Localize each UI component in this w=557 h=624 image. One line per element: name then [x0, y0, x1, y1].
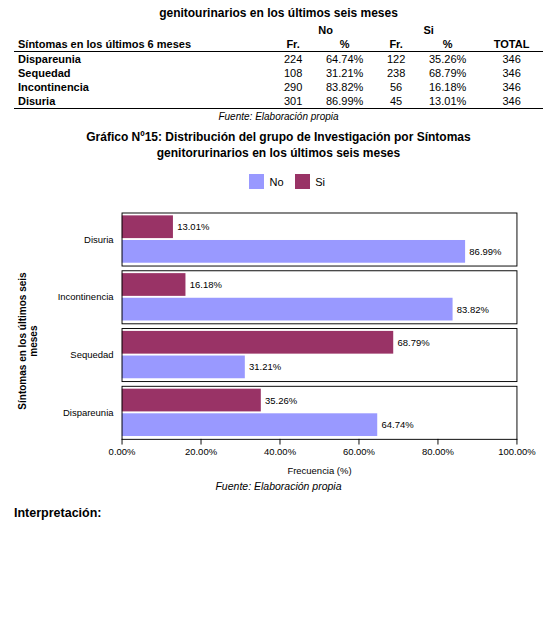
html-text:238: 238	[386, 67, 406, 79]
html-text:108: 108	[283, 67, 303, 79]
html-text:224: 224	[283, 53, 303, 65]
svg-text:0.00%: 0.00%	[109, 445, 136, 456]
html-text:16.18%: 16.18%	[429, 81, 467, 93]
html-text:Sequedad: Sequedad	[18, 67, 71, 79]
svg-text:Dispareunia: Dispareunia	[63, 407, 114, 418]
html-text:Fuente: Elaboración propia: Fuente: Elaboración propia	[215, 480, 342, 493]
svg-text:64.74%: 64.74%	[381, 419, 414, 430]
html-text:86.99%: 86.99%	[326, 95, 364, 107]
svg-text:Incontinencia: Incontinencia	[58, 291, 115, 302]
svg-text:16.18%: 16.18%	[190, 279, 223, 290]
html-text:64.74%: 64.74%	[326, 53, 364, 65]
html-text:TOTAL: TOTAL	[493, 38, 530, 50]
svg-text:83.82%: 83.82%	[457, 303, 490, 314]
svg-text:20.00%: 20.00%	[185, 445, 218, 456]
html-text:Dispareunia: Dispareunia	[18, 53, 81, 65]
svg-text:80.00%: 80.00%	[422, 445, 455, 456]
svg-text:Frecuencia (%): Frecuencia (%)	[287, 465, 351, 476]
html-text:301: 301	[283, 95, 303, 107]
html-text:346: 346	[502, 81, 521, 93]
html-text:Incontinencia: Incontinencia	[18, 81, 89, 93]
html-text:Gráfico Nº15: Distribución del: Gráfico Nº15: Distribución del grupo de …	[86, 130, 471, 144]
svg-text:35.26%: 35.26%	[265, 394, 298, 405]
html-text:genitourinarios en los últimos: genitourinarios en los últimos seis mese…	[159, 6, 398, 20]
html-text:No: No	[318, 24, 333, 36]
html-text:Si: Si	[315, 175, 325, 188]
svg-text:100.00%: 100.00%	[498, 445, 536, 456]
svg-text:40.00%: 40.00%	[264, 445, 297, 456]
svg-text:31.21%: 31.21%	[249, 361, 282, 372]
html-text:13.01%: 13.01%	[429, 95, 467, 107]
html-text:83.82%: 83.82%	[326, 81, 364, 93]
svg-text:68.79%: 68.79%	[397, 336, 430, 347]
svg-text:13.01%: 13.01%	[177, 221, 210, 232]
html-text:Síntomas en los últimos seis m: Síntomas en los últimos seis meses	[17, 272, 39, 410]
html-text:346: 346	[502, 67, 521, 79]
html-text:346: 346	[502, 53, 521, 65]
html-text:290: 290	[283, 81, 303, 93]
html-text:Si: Si	[423, 24, 434, 36]
svg-text:Sequedad: Sequedad	[70, 349, 113, 360]
html-text:346: 346	[502, 95, 521, 107]
html-text:No: No	[269, 175, 284, 188]
svg-text:60.00%: 60.00%	[343, 445, 376, 456]
html-text:35.26%: 35.26%	[429, 53, 467, 65]
svg-text:Disuria: Disuria	[84, 233, 114, 244]
html-text:68.79%: 68.79%	[429, 67, 467, 79]
html-text:Síntomas en los últimos 6 mese: Síntomas en los últimos 6 meses	[18, 38, 191, 50]
html-text:Fuente: Elaboración propia: Fuente: Elaboración propia	[218, 111, 339, 122]
html-text:Disuria: Disuria	[18, 95, 56, 107]
svg-text:86.99%: 86.99%	[469, 246, 502, 257]
html-text:Fr.: Fr.	[389, 38, 403, 50]
html-text:122: 122	[386, 53, 406, 65]
html-text:45: 45	[390, 95, 403, 107]
html-text:Interpretación:: Interpretación:	[14, 506, 102, 521]
html-text:genitorurinarios en los último: genitorurinarios en los últimos seis mes…	[156, 145, 401, 160]
html-text:56: 56	[390, 81, 403, 93]
html-text:Fr.: Fr.	[286, 38, 300, 50]
html-text:31.21%: 31.21%	[326, 67, 364, 79]
